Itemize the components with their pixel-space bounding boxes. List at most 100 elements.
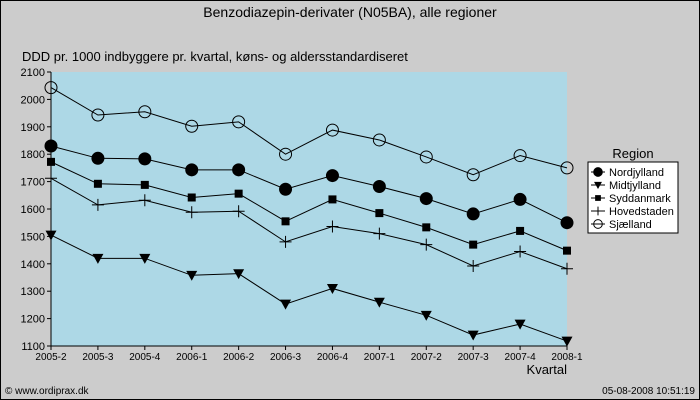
legend-item: Sjælland (591, 219, 652, 231)
data-point (138, 194, 151, 207)
data-point (561, 262, 573, 275)
data-point (467, 259, 480, 272)
x-axis-label: Kvartal (527, 362, 568, 377)
data-point (373, 297, 385, 308)
data-point (47, 157, 55, 166)
x-tick-label: 2006-3 (270, 352, 302, 363)
legend-item: Hovedstaden (591, 206, 674, 218)
data-point (44, 81, 58, 95)
data-point (232, 115, 246, 129)
legend-title: Region (612, 146, 653, 161)
data-point (232, 205, 245, 218)
legend-item: Nordjylland (591, 167, 664, 179)
data-point (281, 217, 290, 226)
y-tick-label: 1300 (21, 286, 45, 298)
data-point (326, 220, 339, 233)
x-tick-label: 2006-2 (223, 352, 255, 363)
data-point (279, 147, 293, 161)
data-point (185, 206, 198, 219)
data-point (91, 108, 105, 122)
data-point (513, 149, 527, 163)
data-point (467, 330, 479, 341)
y-tick-label: 1100 (21, 341, 45, 353)
y-tick-label: 1200 (21, 314, 45, 326)
data-point (326, 284, 338, 294)
data-point (93, 179, 102, 188)
legend-label: Hovedstaden (609, 206, 674, 218)
data-point (563, 246, 571, 255)
x-tick-label: 2007-1 (364, 352, 396, 363)
x-tick-label: 2005-3 (82, 352, 114, 363)
series-line (50, 87, 568, 176)
data-point (234, 189, 243, 198)
data-point (372, 180, 386, 194)
y-tick-label: 1500 (21, 231, 45, 243)
data-point (373, 227, 386, 240)
y-tick-label: 2100 (21, 67, 45, 79)
data-point (328, 195, 337, 204)
series-line (50, 234, 568, 342)
data-point (139, 253, 151, 264)
data-point (422, 223, 431, 232)
data-point (325, 123, 339, 137)
y-tick-label: 2000 (21, 94, 45, 106)
data-point (185, 119, 199, 133)
data-point (593, 167, 603, 177)
chart-subtitle: DDD pr. 1000 indbyggere pr. kvartal, køn… (22, 49, 408, 64)
y-tick-label: 1400 (21, 259, 45, 271)
series-midtjylland (45, 230, 573, 347)
data-point (187, 193, 196, 202)
data-point (469, 240, 478, 249)
data-point (44, 139, 58, 153)
data-point (466, 207, 480, 221)
data-point (279, 182, 293, 196)
data-point (514, 319, 526, 330)
x-tick-label: 2007-2 (411, 352, 443, 363)
data-point (514, 245, 527, 258)
data-point (92, 253, 104, 264)
plot-area (51, 72, 567, 346)
y-tick-label: 1700 (21, 177, 45, 189)
copyright-text: © www.ordiprax.dk (5, 386, 89, 397)
data-point (91, 151, 105, 165)
data-point (91, 198, 104, 211)
data-point (561, 336, 573, 347)
y-tick-label: 1800 (21, 149, 45, 161)
x-tick-label: 2007-3 (458, 352, 490, 363)
data-point (232, 163, 246, 177)
data-point (419, 150, 433, 164)
series-sjælland (44, 81, 574, 182)
data-point (140, 180, 149, 189)
series-line (50, 145, 568, 224)
chart-title: Benzodiazepin-derivater (N05BA), alle re… (203, 4, 497, 20)
data-point (516, 226, 525, 235)
data-point (372, 133, 386, 147)
data-point (593, 206, 603, 216)
data-point (593, 219, 603, 229)
data-point (594, 181, 602, 189)
data-point (375, 209, 384, 218)
x-tick-label: 2008-1 (551, 352, 583, 363)
data-point (419, 192, 433, 206)
data-point (279, 235, 292, 248)
data-point (420, 310, 432, 321)
data-point (513, 192, 527, 206)
timestamp-text: 05-08-2008 10:51:19 (602, 386, 695, 397)
x-tick-label: 2006-1 (176, 352, 208, 363)
data-point (325, 169, 339, 183)
series-nordjylland (44, 139, 574, 230)
series-hovedstaden (45, 172, 573, 275)
data-point (185, 163, 199, 177)
y-tick-label: 1600 (21, 204, 45, 216)
x-tick-label: 2005-2 (35, 352, 67, 363)
legend-label: Sjælland (609, 219, 652, 231)
data-point (233, 269, 245, 280)
data-point (560, 216, 574, 230)
legend-label: Syddanmark (609, 193, 671, 205)
data-point (138, 152, 152, 166)
data-point (280, 299, 292, 310)
legend-item: Midtjylland (591, 180, 661, 192)
x-tick-label: 2007-4 (505, 352, 537, 363)
